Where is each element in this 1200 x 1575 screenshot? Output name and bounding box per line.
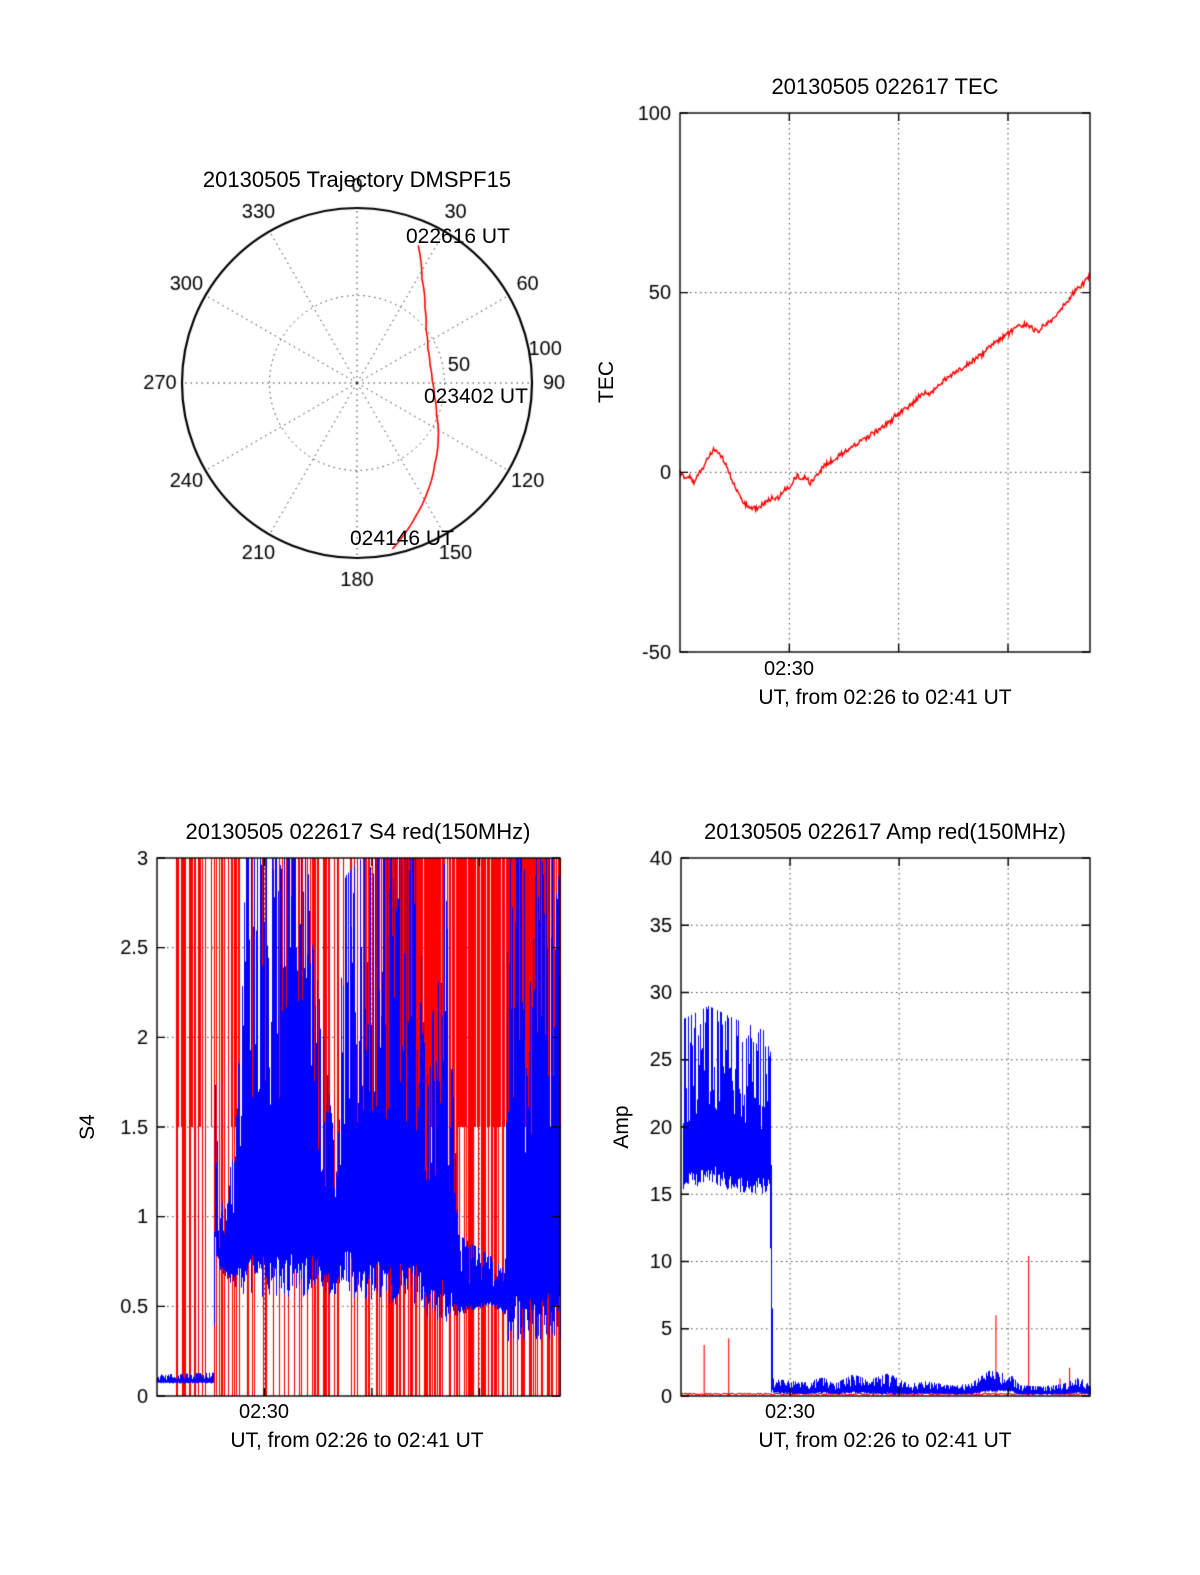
trajectory-annotation-end: 024146 UT [350,527,454,550]
s4-y-axis-label: S4 [76,1114,99,1140]
tec-x-tick-label: 02:30 [763,658,815,680]
trajectory-annotation-start: 022616 UT [406,225,510,248]
amp-plot-title: 20130505 022617 Amp red(150MHz) [703,819,1067,844]
s4-x-axis-label: UT, from 02:26 to 02:41 UT [230,1429,484,1452]
s4-x-tick-label: 02:30 [238,1401,290,1423]
amp-y-axis-label: Amp [610,1105,633,1149]
tec-x-axis-label: UT, from 02:26 to 02:41 UT [758,686,1012,709]
amp-x-axis-label: UT, from 02:26 to 02:41 UT [758,1429,1012,1452]
amp-x-tick-label: 02:30 [764,1401,816,1423]
tec-y-axis-label: TEC [595,361,618,403]
trajectory-plot-title: 20130505 Trajectory DMSPF15 [202,167,512,192]
trajectory-annotation-mid: 023402 UT [424,385,528,408]
s4-plot-title: 20130505 022617 S4 red(150MHz) [185,819,531,844]
tec-plot-title: 20130505 022617 TEC [771,74,999,99]
